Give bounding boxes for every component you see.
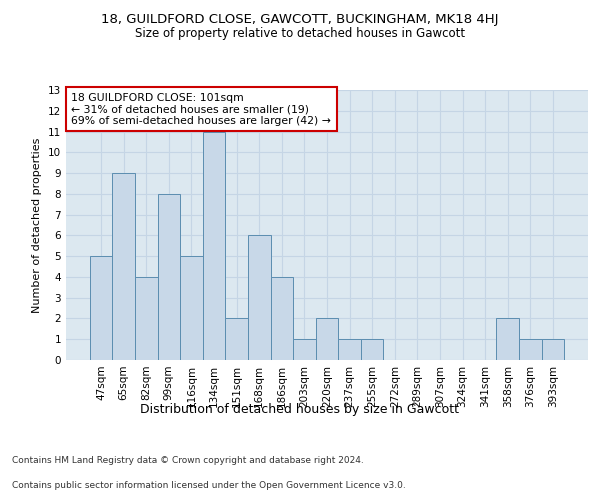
Bar — [158, 194, 180, 360]
Text: Distribution of detached houses by size in Gawcott: Distribution of detached houses by size … — [140, 402, 460, 415]
Bar — [248, 236, 271, 360]
Bar — [519, 339, 542, 360]
Text: Contains public sector information licensed under the Open Government Licence v3: Contains public sector information licen… — [12, 481, 406, 490]
Bar — [135, 277, 158, 360]
Bar — [90, 256, 112, 360]
Bar — [316, 318, 338, 360]
Bar — [203, 132, 226, 360]
Text: 18, GUILDFORD CLOSE, GAWCOTT, BUCKINGHAM, MK18 4HJ: 18, GUILDFORD CLOSE, GAWCOTT, BUCKINGHAM… — [101, 12, 499, 26]
Text: Size of property relative to detached houses in Gawcott: Size of property relative to detached ho… — [135, 28, 465, 40]
Bar — [180, 256, 203, 360]
Bar — [271, 277, 293, 360]
Bar — [112, 173, 135, 360]
Text: 18 GUILDFORD CLOSE: 101sqm
← 31% of detached houses are smaller (19)
69% of semi: 18 GUILDFORD CLOSE: 101sqm ← 31% of deta… — [71, 92, 331, 126]
Y-axis label: Number of detached properties: Number of detached properties — [32, 138, 43, 312]
Bar — [496, 318, 519, 360]
Bar — [361, 339, 383, 360]
Bar — [293, 339, 316, 360]
Bar — [338, 339, 361, 360]
Text: Contains HM Land Registry data © Crown copyright and database right 2024.: Contains HM Land Registry data © Crown c… — [12, 456, 364, 465]
Bar — [226, 318, 248, 360]
Bar — [542, 339, 564, 360]
